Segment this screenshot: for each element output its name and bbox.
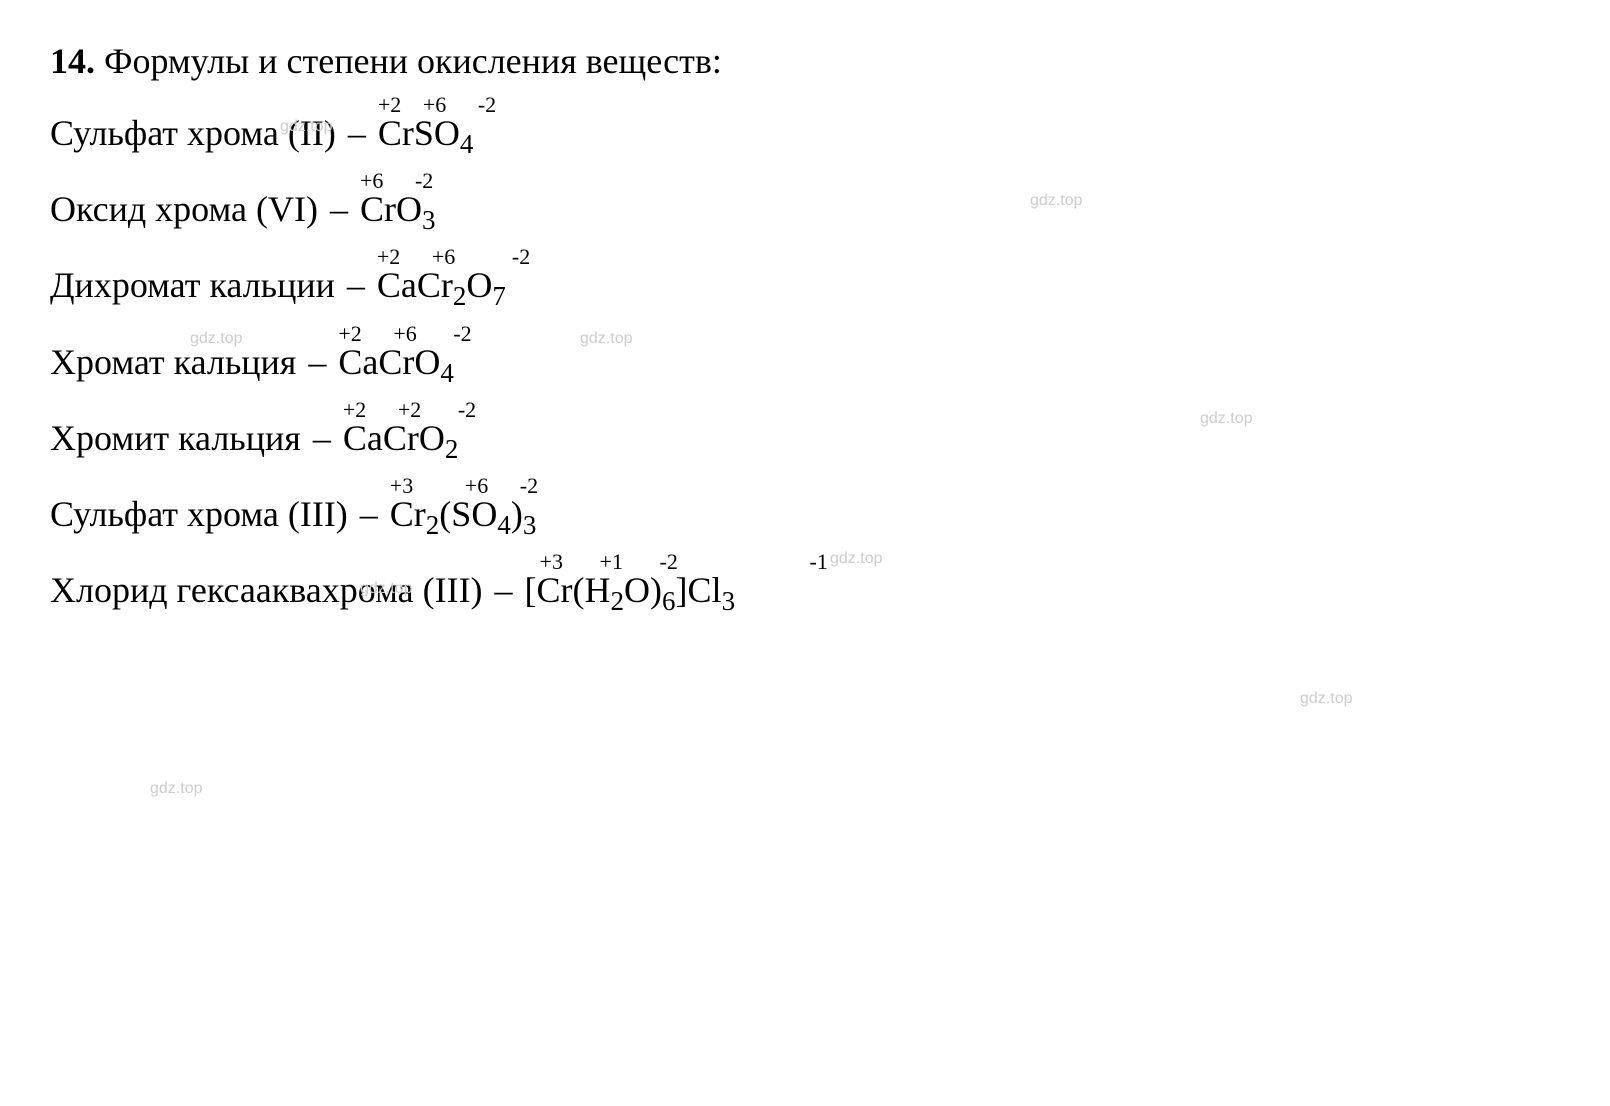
- dash: –: [360, 493, 378, 535]
- entry-line: Дихромат кальции–+2+6-2CaCr2O7: [50, 264, 1560, 312]
- ox-value: +1: [600, 549, 623, 575]
- dash: –: [495, 569, 513, 611]
- formula: +2+6-2CaCr2O7: [377, 264, 506, 312]
- formula: +3+6-2Cr2(SO4)3: [390, 493, 537, 541]
- ox-value: -2: [520, 473, 538, 499]
- ox-value: -2: [453, 321, 471, 347]
- ox-value: +6: [423, 92, 446, 118]
- substance-name: Хлорид гексааквахрома (III): [50, 569, 483, 611]
- watermark: gdz.top: [580, 330, 632, 348]
- watermark: gdz.top: [830, 550, 882, 568]
- entry: Дихромат кальции–+2+6-2CaCr2O7: [50, 264, 1560, 312]
- entry-line: Хлорид гексааквахрома (III)–+3+1-2-1[Cr(…: [50, 569, 1560, 617]
- watermark: gdz.top: [1200, 410, 1252, 428]
- ox-value: -1: [810, 549, 828, 575]
- formula-body: CaCrO4: [338, 342, 454, 382]
- document-container: 14. Формулы и степени окисления веществ:…: [50, 40, 1560, 1066]
- formula: +2+2-2CaCrO2: [343, 417, 459, 465]
- ox-value: +3: [540, 549, 563, 575]
- formula-body: CrO3: [360, 189, 436, 229]
- formula-body: [Cr(H2O)6]Cl3: [525, 570, 736, 610]
- entry-line: Хромат кальция–+2+6-2CaCrO4: [50, 341, 1560, 389]
- entries-list: Сульфат хрома (II)–+2+6-2CrSO4 Оксид хром…: [50, 112, 1560, 617]
- entry: Оксид хрома (VI)–+6-2CrO3: [50, 188, 1560, 236]
- heading: 14. Формулы и степени окисления веществ:: [50, 40, 1560, 82]
- dash: –: [308, 341, 326, 383]
- entry: Сульфат хрома (II)–+2+6-2CrSO4: [50, 112, 1560, 160]
- formula-body: CaCr2O7: [377, 265, 506, 305]
- entry-line: Хромит кальция–+2+2-2CaCrO2: [50, 417, 1560, 465]
- ox-value: -2: [478, 92, 496, 118]
- entry: Сульфат хрома (III)–+3+6-2Cr2(SO4)3: [50, 493, 1560, 541]
- substance-name: Хромит кальция: [50, 417, 301, 459]
- substance-name: Хромат кальция: [50, 341, 296, 383]
- substance-name: Сульфат хрома (III): [50, 493, 348, 535]
- ox-value: +2: [338, 321, 361, 347]
- ox-value: -2: [660, 549, 678, 575]
- watermark: gdz.top: [1030, 192, 1082, 210]
- dash: –: [330, 188, 348, 230]
- entry: Хромат кальция–+2+6-2CaCrO4: [50, 341, 1560, 389]
- ox-value: +2: [343, 397, 366, 423]
- formula-body: Cr2(SO4)3: [390, 494, 537, 534]
- watermark: gdz.top: [280, 118, 332, 136]
- entry: Хлорид гексааквахрома (III)–+3+1-2-1[Cr(…: [50, 569, 1560, 617]
- heading-text: Формулы и степени окисления веществ:: [104, 41, 722, 81]
- dash: –: [347, 264, 365, 306]
- watermark: gdz.top: [1300, 690, 1352, 708]
- watermark: gdz.top: [360, 580, 412, 598]
- watermark: gdz.top: [190, 330, 242, 348]
- ox-value: +6: [465, 473, 488, 499]
- entry: Хромит кальция–+2+2-2CaCrO2: [50, 417, 1560, 465]
- entry-line: Оксид хрома (VI)–+6-2CrO3: [50, 188, 1560, 236]
- ox-value: -2: [415, 168, 433, 194]
- ox-value: +6: [393, 321, 416, 347]
- formula-body: CaCrO2: [343, 418, 459, 458]
- heading-number: 14.: [50, 41, 95, 81]
- ox-value: +2: [398, 397, 421, 423]
- entry-line: Сульфат хрома (II)–+2+6-2CrSO4: [50, 112, 1560, 160]
- ox-value: +3: [390, 473, 413, 499]
- ox-value: +2: [377, 244, 400, 270]
- ox-value: +6: [360, 168, 383, 194]
- watermark: gdz.top: [150, 780, 202, 798]
- substance-name: Дихромат кальции: [50, 264, 335, 306]
- formula-body: CrSO4: [378, 113, 474, 153]
- dash: –: [313, 417, 331, 459]
- dash: –: [348, 112, 366, 154]
- entry-line: Сульфат хрома (III)–+3+6-2Cr2(SO4)3: [50, 493, 1560, 541]
- formula: +2+6-2CaCrO4: [338, 341, 454, 389]
- ox-value: -2: [512, 244, 530, 270]
- ox-value: +6: [432, 244, 455, 270]
- ox-value: -2: [458, 397, 476, 423]
- substance-name: Оксид хрома (VI): [50, 188, 318, 230]
- formula: +3+1-2-1[Cr(H2O)6]Cl3: [525, 569, 736, 617]
- formula: +6-2CrO3: [360, 188, 436, 236]
- formula: +2+6-2CrSO4: [378, 112, 474, 160]
- ox-value: +2: [378, 92, 401, 118]
